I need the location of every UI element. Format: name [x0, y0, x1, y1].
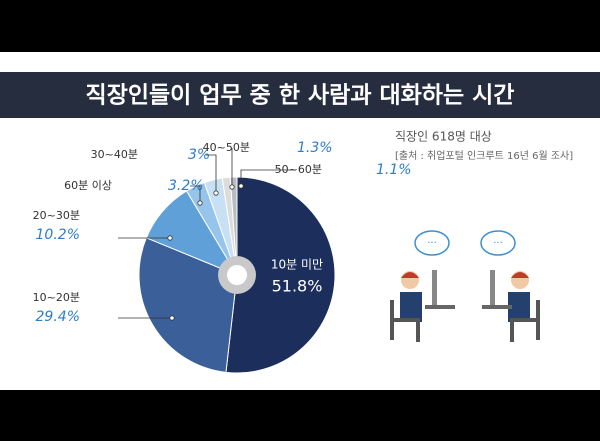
illustration: ··· ··· — [390, 230, 540, 342]
value-label: 29.4% — [36, 309, 80, 325]
slice-label: 10분 미만 — [271, 258, 323, 272]
value-label: 10.2% — [36, 227, 80, 243]
chart-title: 직장인들이 업무 중 한 사람과 대화하는 시간 — [86, 83, 515, 109]
pie-slice — [229, 176, 238, 276]
leader-dot — [169, 315, 175, 321]
value-label: 51.8% — [272, 277, 323, 296]
slice-label: 60분 이상 — [64, 179, 112, 192]
svg-text:···: ··· — [427, 238, 437, 249]
slice-label: 10~20분 — [33, 291, 80, 304]
letterbox-bottom — [0, 390, 600, 441]
letterbox-top — [0, 0, 600, 52]
slice-label: 40~50분 — [203, 141, 250, 154]
title-banner — [0, 72, 600, 118]
note: 직장인 618명 대상 — [395, 130, 492, 144]
hole — [227, 265, 247, 285]
pie-slice — [225, 176, 336, 374]
value-label: 3% — [188, 147, 210, 163]
leader-line — [190, 185, 201, 203]
slice-label: 30~40분 — [91, 148, 138, 161]
leader-dot — [213, 190, 219, 196]
leader-dot — [197, 200, 203, 206]
value-label: 1.1% — [376, 162, 412, 178]
leader-dot — [167, 235, 173, 241]
pie-slice — [138, 237, 238, 373]
value-label: 1.3% — [297, 140, 333, 156]
slice-label: 20~30분 — [33, 209, 80, 222]
value-label: 3.2% — [168, 178, 204, 194]
leader-line — [240, 169, 296, 186]
svg-text:···: ··· — [493, 238, 503, 249]
leader-line — [206, 154, 217, 193]
leader-dot — [238, 183, 244, 189]
source: [출처 : 취업포털 인크루트 16년 6월 조사] — [395, 149, 573, 162]
slice-label: 50~60분 — [275, 163, 322, 176]
leader-dot — [229, 184, 235, 190]
